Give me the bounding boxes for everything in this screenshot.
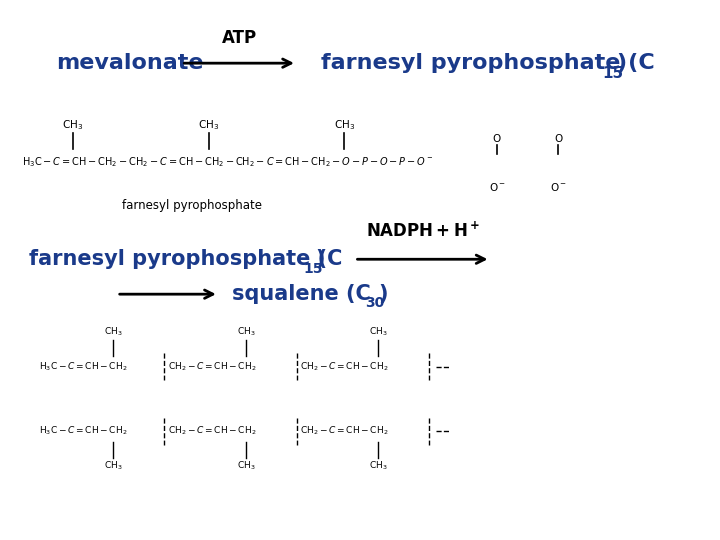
Text: 15: 15 [304,262,323,276]
Text: ATP: ATP [222,29,256,47]
Text: $\mathrm{H_3C} - \underset{}{C} = \mathrm{CH} - \mathrm{CH_2}$: $\mathrm{H_3C} - \underset{}{C} = \mathr… [39,425,127,437]
Text: $\mathrm{CH_3}$: $\mathrm{CH_3}$ [198,118,219,132]
Text: $\mathrm{CH_3}$: $\mathrm{CH_3}$ [104,460,123,472]
Text: ): ) [378,284,388,304]
Text: farnesyl pyrophosphate (C: farnesyl pyrophosphate (C [29,249,342,269]
Text: ): ) [315,249,325,269]
Text: $\mathrm{CH_2} - \underset{}{C} = \mathrm{CH} - \mathrm{CH_2}$: $\mathrm{CH_2} - \underset{}{C} = \mathr… [168,425,256,437]
Text: $\mathrm{CH_3}$: $\mathrm{CH_3}$ [334,118,355,132]
Text: mevalonate: mevalonate [55,53,203,73]
Text: $\mathrm{CH_3}$: $\mathrm{CH_3}$ [369,326,387,338]
Text: $\mathrm{CH_2} - \underset{}{C} = \mathrm{CH} - \mathrm{CH_2}$: $\mathrm{CH_2} - \underset{}{C} = \mathr… [300,361,389,373]
Text: $\mathrm{O}$: $\mathrm{O}$ [554,132,563,144]
Text: $\mathrm{H_3C} - \underset{}{C} = \mathrm{CH} - \mathrm{CH_2}$: $\mathrm{H_3C} - \underset{}{C} = \mathr… [39,361,127,373]
Text: $\mathrm{CH_2} - \underset{}{C} = \mathrm{CH} - \mathrm{CH_2}$: $\mathrm{CH_2} - \underset{}{C} = \mathr… [168,361,256,373]
Text: ): ) [616,53,626,73]
Text: $\mathrm{O}$: $\mathrm{O}$ [492,132,502,144]
Text: $\mathrm{CH_3}$: $\mathrm{CH_3}$ [104,326,123,338]
Text: farnesyl pyrophosphate: farnesyl pyrophosphate [122,199,261,212]
Text: $\mathrm{H_3C} - \underset{}{C} = \mathrm{CH} - \mathrm{CH_2} - \mathrm{CH_2} - : $\mathrm{H_3C} - \underset{}{C} = \mathr… [22,156,433,170]
Text: $\mathbf{NADPH+H^+}$: $\mathbf{NADPH+H^+}$ [366,221,480,240]
Text: $\mathrm{CH_2} - \underset{}{C} = \mathrm{CH} - \mathrm{CH_2}$: $\mathrm{CH_2} - \underset{}{C} = \mathr… [300,425,389,437]
Text: 30: 30 [365,296,384,310]
Text: $\mathrm{O}^-$: $\mathrm{O}^-$ [550,181,567,193]
Text: farnesyl pyrophosphate (C: farnesyl pyrophosphate (C [320,53,654,73]
Text: $\mathrm{CH_3}$: $\mathrm{CH_3}$ [62,118,84,132]
Text: $\mathrm{CH_3}$: $\mathrm{CH_3}$ [237,326,255,338]
Text: $\mathrm{O}^-$: $\mathrm{O}^-$ [489,181,505,193]
Text: $\mathrm{CH_3}$: $\mathrm{CH_3}$ [237,460,255,472]
Text: $\mathrm{CH_3}$: $\mathrm{CH_3}$ [369,460,387,472]
Text: squalene (C: squalene (C [233,284,371,304]
Text: 15: 15 [603,66,624,82]
